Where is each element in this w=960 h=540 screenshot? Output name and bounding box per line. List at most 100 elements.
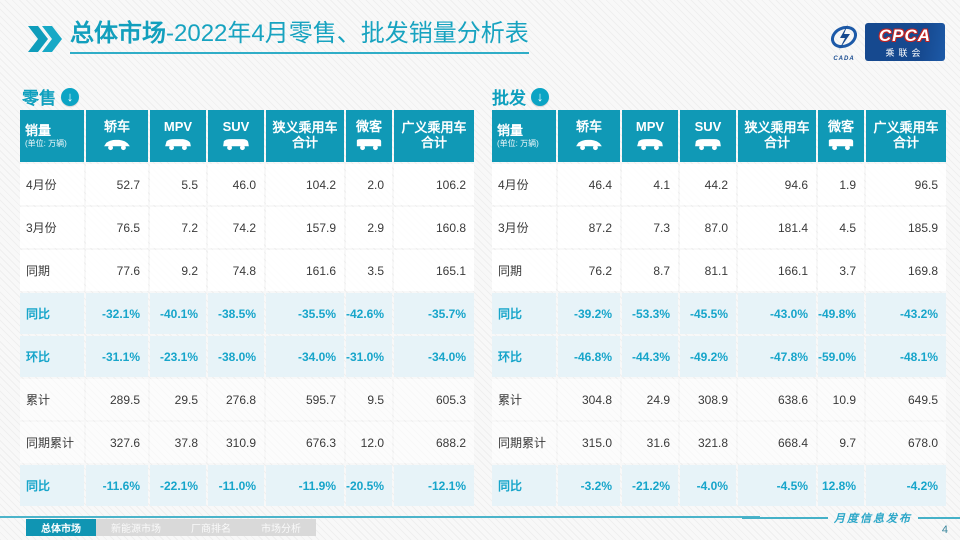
footer-tab-2[interactable]: 厂商排名 [176, 519, 246, 536]
retail-label: 零售 [22, 89, 56, 108]
cell-value: -43.2% [866, 293, 946, 334]
column-header-unit: (单位: 万辆) [497, 138, 539, 148]
cell-value: 327.6 [86, 422, 148, 463]
cell-value: 638.6 [738, 379, 816, 420]
column-header-unit: (单位: 万辆) [25, 138, 67, 148]
cell-value: -22.1% [150, 465, 206, 506]
cell-value: -49.8% [818, 293, 864, 334]
release-note-text: 月度信息发布 [834, 513, 912, 525]
cell-value: 688.2 [394, 422, 474, 463]
cell-value: 9.5 [346, 379, 392, 420]
cell-value: -32.1% [86, 293, 148, 334]
row-label: 同比 [492, 293, 556, 334]
cell-value: 104.2 [266, 164, 344, 205]
row-label: 同期累计 [492, 422, 556, 463]
cell-value: 160.8 [394, 207, 474, 248]
cell-value: 87.0 [680, 207, 736, 248]
cell-value: -49.2% [680, 336, 736, 377]
cell-value: -12.1% [394, 465, 474, 506]
row-label: 4月份 [492, 164, 556, 205]
column-header-2: MPV [622, 110, 678, 162]
footer-tabs: 总体市场 新能源市场 厂商排名 市场分析 [26, 519, 316, 536]
footer-tab-1[interactable]: 新能源市场 [96, 519, 176, 536]
cell-value: -11.0% [208, 465, 264, 506]
column-header-label: 微客 [827, 119, 854, 135]
row-label: 4月份 [20, 164, 84, 205]
wholesale-table: 销量 (单位: 万辆) 轿车 MPV SUV 狭义乘用车 合计 微客 广义乘用车 合计 4月份 46.… [492, 110, 946, 506]
cell-value: 1.9 [818, 164, 864, 205]
cell-value: 76.5 [86, 207, 148, 248]
row-label: 环比 [492, 336, 556, 377]
cell-value: 165.1 [394, 250, 474, 291]
cell-value: 52.7 [86, 164, 148, 205]
cell-value: 77.6 [86, 250, 148, 291]
cpca-logo-subtext: 乘联会 [885, 48, 925, 58]
cell-value: -4.0% [680, 465, 736, 506]
row-label: 同比 [492, 465, 556, 506]
row-label: 3月份 [492, 207, 556, 248]
cell-value: -20.5% [346, 465, 392, 506]
cell-value: 12.8% [818, 465, 864, 506]
cell-value: -3.2% [558, 465, 620, 506]
column-header-label: 广义乘用车 [401, 120, 467, 136]
cell-value: 308.9 [680, 379, 736, 420]
cpca-swoosh-caption: CADA [833, 56, 855, 62]
mpv-icon [637, 139, 663, 151]
cell-value: -11.6% [86, 465, 148, 506]
cell-value: 106.2 [394, 164, 474, 205]
down-arrow-circle-icon: ↓ [61, 87, 79, 106]
cell-value: 9.2 [150, 250, 206, 291]
column-header-label: 销量 [25, 122, 52, 138]
cell-value: 169.8 [866, 250, 946, 291]
row-label: 环比 [20, 336, 84, 377]
release-rule-left [742, 517, 828, 519]
column-header-label: 狭义乘用车 [272, 120, 338, 136]
cell-value: 161.6 [266, 250, 344, 291]
retail-table: 销量 (单位: 万辆) 轿车 MPV SUV 狭义乘用车 合计 微客 广义乘用车 合计 4月份 52.… [20, 110, 474, 506]
cell-value: 87.2 [558, 207, 620, 248]
row-label: 3月份 [20, 207, 84, 248]
column-header-label: 广义乘用车 [873, 120, 939, 136]
row-label: 同期 [492, 250, 556, 291]
cell-value: -31.0% [346, 336, 392, 377]
cell-value: 74.2 [208, 207, 264, 248]
footer-tab-3[interactable]: 市场分析 [246, 519, 316, 536]
cell-value: 12.0 [346, 422, 392, 463]
cell-value: 46.4 [558, 164, 620, 205]
column-header-label2: 合计 [892, 135, 919, 150]
cell-value: 157.9 [266, 207, 344, 248]
cell-value: 5.5 [150, 164, 206, 205]
cell-value: 3.7 [818, 250, 864, 291]
down-arrow-circle-icon: ↓ [531, 87, 549, 106]
column-header-5: 微客 [818, 110, 864, 162]
cell-value: -46.8% [558, 336, 620, 377]
column-header-label: SUV [694, 119, 722, 135]
cell-value: 4.5 [818, 207, 864, 248]
cpca-logo: CADA CPCA 乘联会 [827, 22, 945, 62]
cpca-swoosh-icon: CADA [827, 22, 861, 62]
release-rule-right [918, 517, 960, 519]
cpca-logo-text: CPCA [878, 26, 932, 45]
cell-value: 185.9 [866, 207, 946, 248]
cell-value: -59.0% [818, 336, 864, 377]
cell-value: 181.4 [738, 207, 816, 248]
column-header-label2: 合计 [420, 135, 447, 150]
column-header-4: 狭义乘用车 合计 [738, 110, 816, 162]
cell-value: 4.1 [622, 164, 678, 205]
sedan-icon [104, 139, 130, 151]
cell-value: -47.8% [738, 336, 816, 377]
cell-value: 166.1 [738, 250, 816, 291]
cell-value: 76.2 [558, 250, 620, 291]
cell-value: 29.5 [150, 379, 206, 420]
column-header-3: SUV [680, 110, 736, 162]
cell-value: 276.8 [208, 379, 264, 420]
cell-value: -43.0% [738, 293, 816, 334]
column-header-label: 微客 [355, 119, 382, 135]
header: 总体市场-2022年4月零售、批发销量分析表 CADA CPCA 乘联会 [28, 20, 945, 62]
cell-value: -34.0% [394, 336, 474, 377]
cell-value: 9.7 [818, 422, 864, 463]
column-header-4: 狭义乘用车 合计 [266, 110, 344, 162]
column-header-label: SUV [222, 119, 250, 135]
footer-tab-0[interactable]: 总体市场 [26, 519, 96, 536]
footer-rule [0, 516, 760, 518]
